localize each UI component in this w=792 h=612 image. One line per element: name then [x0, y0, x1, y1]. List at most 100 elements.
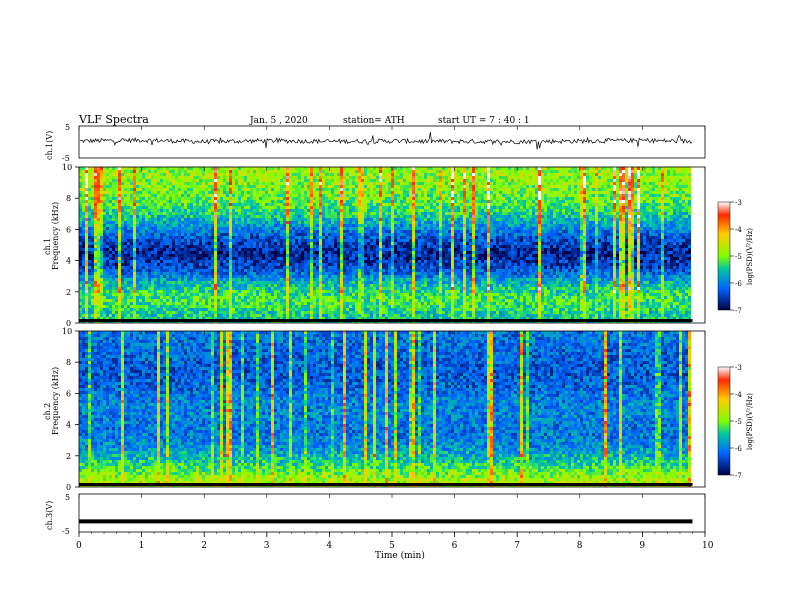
ch1-spectrogram-cell: [265, 230, 268, 233]
ch1-spectrogram-cell: [253, 224, 256, 227]
ch1-spectrogram-cell: [247, 236, 250, 239]
ch1-spectrogram-cell: [475, 191, 478, 194]
ch1-spectrogram-cell: [391, 218, 394, 221]
ch1-spectrogram-cell: [160, 236, 163, 239]
ch1-spectrogram-cell: [616, 236, 619, 239]
ch1-spectrogram-cell: [508, 224, 511, 227]
ch1-spectrogram-cell: [223, 227, 226, 230]
ch1-spectrogram-cell: [148, 236, 151, 239]
ch1-spectrogram-cell: [571, 167, 574, 170]
ch1-spectrogram-cell: [340, 170, 343, 173]
ch1-spectrogram-cell: [343, 236, 346, 239]
ch1-spectrogram-cell: [205, 224, 208, 227]
ch1-spectrogram-cell: [262, 212, 265, 215]
ch1-spectrogram-cell: [151, 182, 154, 185]
ch1-spectrogram-cell: [406, 170, 409, 173]
ch1-spectrogram-cell: [262, 203, 265, 206]
ch1-spectrogram-cell: [286, 215, 289, 218]
ch1-spectrogram-cell: [331, 176, 334, 179]
ch1-spectrogram-cell: [289, 215, 292, 218]
ch1-spectrogram-cell: [238, 236, 241, 239]
ch1-spectrogram-cell: [280, 215, 283, 218]
ch1-spectrogram-cell: [622, 191, 625, 194]
ch1-spectrogram-cell: [304, 212, 307, 215]
ch1-spectrogram-cell: [85, 233, 88, 236]
ch1-spectrogram-cell: [127, 173, 130, 176]
ch1-spectrogram-cell: [568, 167, 571, 170]
ch1-spectrogram-cell: [232, 188, 235, 191]
ch1-spectrogram-cell: [238, 197, 241, 200]
ch1-spectrogram-cell: [550, 212, 553, 215]
ch1-spectrogram-cell: [586, 209, 589, 212]
ch1-spectrogram-cell: [670, 170, 673, 173]
ch1-spectrogram-cell: [634, 182, 637, 185]
ch1-spectrogram-cell: [547, 230, 550, 233]
ch1-spectrogram-cell: [544, 194, 547, 197]
ch1-spectrogram-cell: [364, 206, 367, 209]
ch1-spectrogram-cell: [367, 227, 370, 230]
ch1-spectrogram-cell: [307, 239, 310, 242]
ch1-spectrogram-cell: [136, 203, 139, 206]
ch1-spectrogram-cell: [118, 224, 121, 227]
ch1-spectrogram-cell: [598, 209, 601, 212]
ch1-spectrogram-cell: [628, 170, 631, 173]
ch1-spectrogram-cell: [529, 206, 532, 209]
ch1-spectrogram-cell: [253, 203, 256, 206]
ch1-spectrogram-cell: [490, 218, 493, 221]
ch1-spectrogram-cell: [673, 176, 676, 179]
ch1-spectrogram-cell: [292, 179, 295, 182]
ch1-spectrogram-cell: [109, 209, 112, 212]
ch1-spectrogram-cell: [172, 230, 175, 233]
ch1-spectrogram-cell: [526, 182, 529, 185]
ch1-spectrogram-cell: [487, 206, 490, 209]
ch1-spectrogram-cell: [187, 179, 190, 182]
ch1-spectrogram-cell: [559, 233, 562, 236]
ch1-spectrogram-cell: [331, 203, 334, 206]
ch1-spectrogram-cell: [457, 173, 460, 176]
ch1-spectrogram-cell: [445, 236, 448, 239]
ch1-spectrogram-cell: [652, 176, 655, 179]
ch1-spectrogram-cell: [517, 224, 520, 227]
ch1-spectrogram-cell: [256, 182, 259, 185]
ch1-spectrogram-cell: [340, 218, 343, 221]
ch1-spectrogram-cell: [313, 230, 316, 233]
ch1-spectrogram-cell: [649, 233, 652, 236]
ch1-spectrogram-cell: [244, 194, 247, 197]
ch1-spectrogram-cell: [583, 230, 586, 233]
ch1-spectrogram-cell: [217, 239, 220, 242]
ch1-spectrogram-cell: [484, 185, 487, 188]
ch1-spectrogram-cell: [256, 173, 259, 176]
ch1-spectrogram-cell: [88, 197, 91, 200]
ch1-spectrogram-cell: [367, 212, 370, 215]
ch1-spectrogram-cell: [397, 176, 400, 179]
ch1-spectrogram-cell: [223, 179, 226, 182]
ch1-spectrogram-cell: [685, 179, 688, 182]
ch1-spectrogram-cell: [511, 176, 514, 179]
ch1-spectrogram-cell: [85, 227, 88, 230]
ch1-spectrogram-cell: [334, 218, 337, 221]
ch1-spectrogram-cell: [547, 218, 550, 221]
ch1-spectrogram-cell: [406, 173, 409, 176]
ch1-spectrogram-cell: [259, 227, 262, 230]
ch1-spectrogram-cell: [121, 197, 124, 200]
ch1-spectrogram-cell: [154, 176, 157, 179]
ch1-spectrogram-cell: [409, 191, 412, 194]
ch1-spectrogram-cell: [433, 212, 436, 215]
ch1-spectrogram-cell: [451, 194, 454, 197]
ch1-spectrogram-cell: [538, 236, 541, 239]
ch1-spectrogram-cell: [607, 197, 610, 200]
ch1-spectrogram-cell: [379, 197, 382, 200]
ch1-spectrogram-cell: [193, 221, 196, 224]
ch1-spectrogram-cell: [94, 188, 97, 191]
ch1-spectrogram-cell: [622, 221, 625, 224]
ch1-spectrogram-cell: [442, 176, 445, 179]
ch1-spectrogram-cell: [406, 233, 409, 236]
ch1-spectrogram-cell: [97, 182, 100, 185]
ch1-spectrogram-cell: [688, 203, 691, 206]
ch1-spectrogram-cell: [586, 194, 589, 197]
ch1-spectrogram-cell: [157, 170, 160, 173]
ch1-spectrogram-cell: [247, 224, 250, 227]
ch1-spectrogram-cell: [133, 227, 136, 230]
ch1-spectrogram-cell: [283, 167, 286, 170]
ch1-spectrogram-cell: [301, 173, 304, 176]
